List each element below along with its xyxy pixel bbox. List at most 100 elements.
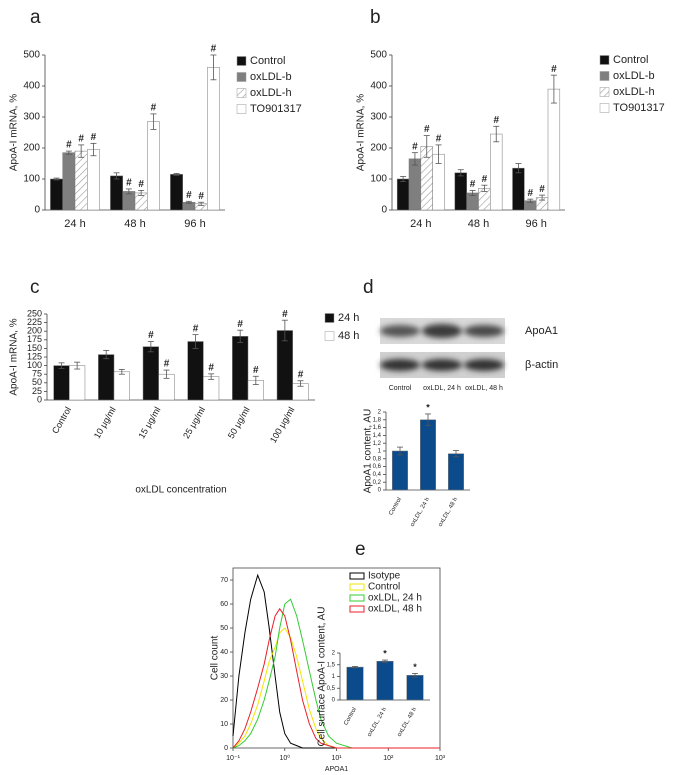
bar — [74, 150, 88, 211]
bar — [547, 88, 561, 211]
y-tick-label: 1 — [332, 674, 336, 680]
significance-mark: # — [138, 179, 144, 190]
x-tick-label: 96 h — [525, 218, 546, 230]
x-tick-label: 10² — [383, 755, 394, 762]
x-tick-label: oxLDL, 48 h — [397, 707, 418, 738]
significance-mark: # — [193, 323, 199, 334]
y-tick-label: 2 — [332, 651, 336, 657]
legend-swatch — [236, 72, 247, 82]
x-tick-label: Control — [343, 707, 358, 727]
bar — [490, 133, 503, 211]
bar — [454, 172, 467, 211]
blot-lane-label: Control — [389, 385, 412, 392]
legend-swatch — [236, 56, 247, 66]
y-tick-label: 1,6 — [373, 425, 382, 431]
x-tick-label: 24 h — [410, 218, 431, 230]
y-axis-title: Cell surface ApoA-I content, AU — [317, 606, 328, 746]
y-tick-label: 125 — [27, 351, 42, 361]
significance-mark: # — [298, 369, 304, 380]
legend-swatch — [324, 331, 335, 341]
x-tick-label: Control — [388, 497, 403, 517]
legend-label: Isotype — [368, 571, 401, 582]
x-axis-title: oxLDL concentration — [135, 485, 226, 496]
significance-mark: # — [482, 174, 488, 185]
y-tick-label: 200 — [27, 326, 42, 336]
legend-label: 24 h — [338, 312, 359, 324]
legend-swatch — [599, 55, 610, 65]
x-axis-title: APOA1 — [325, 766, 348, 773]
bar — [110, 175, 123, 211]
bar — [392, 450, 408, 491]
y-axis-title: ApoA-I mRNA, % — [9, 318, 20, 395]
legend-label: oxLDL-b — [250, 71, 292, 83]
legend-label: oxLDL-b — [613, 70, 655, 82]
bar — [396, 178, 410, 211]
blot-band-label: ApoA1 — [525, 325, 558, 337]
y-tick-label: 300 — [23, 112, 40, 123]
x-tick-label: oxLDL, 24 h — [367, 707, 388, 738]
x-tick-label: 10³ — [435, 755, 446, 762]
panel-letter: b — [370, 7, 381, 28]
bar — [512, 167, 525, 211]
legend-label: Control — [250, 55, 285, 67]
y-tick-label: 10 — [220, 721, 228, 728]
bar — [69, 365, 86, 401]
significance-mark: # — [539, 184, 545, 195]
significance-mark: # — [186, 190, 192, 201]
legend-label: TO901317 — [250, 103, 302, 115]
histogram-line — [232, 598, 440, 749]
blot-band — [380, 359, 420, 371]
histogram-line — [232, 607, 440, 749]
significance-mark: # — [436, 134, 442, 145]
x-tick-label: 15 μg/ml — [136, 405, 162, 440]
y-tick-label: 20 — [220, 697, 228, 704]
legend-label: 48 h — [338, 330, 359, 342]
significance-mark: * — [413, 662, 417, 672]
blot-lane-label: oxLDL, 24 h — [423, 385, 461, 392]
y-tick-label: 0,8 — [373, 456, 382, 462]
bar — [420, 419, 436, 491]
significance-mark: # — [527, 188, 533, 199]
significance-mark: # — [211, 44, 217, 55]
x-tick-label: 10⁰ — [279, 754, 290, 762]
blot-band-label: β-actin — [525, 359, 558, 371]
legend-label: oxLDL-h — [250, 87, 292, 99]
y-tick-label: 1 — [378, 449, 382, 455]
significance-mark: * — [383, 648, 387, 658]
legend-swatch — [349, 594, 365, 602]
bar — [62, 152, 76, 211]
legend-label: Control — [613, 54, 648, 66]
legend-label: oxLDL, 48 h — [368, 604, 422, 615]
x-tick-label: 48 h — [124, 218, 145, 230]
panel-letter: e — [355, 539, 366, 560]
x-tick-label: 25 μg/ml — [181, 405, 207, 440]
y-tick-label: 0,4 — [373, 472, 382, 478]
y-tick-label: 0 — [332, 698, 336, 704]
y-tick-label: 100 — [23, 174, 40, 185]
blot-band — [464, 325, 504, 337]
y-tick-label: 50 — [220, 625, 228, 632]
legend-swatch — [599, 103, 610, 113]
y-tick-label: 70 — [220, 577, 228, 584]
y-axis-title: ApoA1 content, AU — [363, 409, 374, 494]
panel-letter: a — [30, 7, 41, 28]
y-axis-title: ApoA-I mRNA, % — [9, 94, 20, 171]
x-tick-label: 24 h — [64, 218, 85, 230]
significance-mark: * — [426, 402, 430, 412]
y-tick-label: 40 — [220, 649, 228, 656]
y-tick-label: 0,2 — [373, 480, 382, 486]
blot-band — [422, 359, 462, 371]
legend-swatch — [236, 104, 247, 114]
x-tick-label: 10 μg/ml — [92, 405, 118, 440]
x-tick-label: 48 h — [468, 218, 489, 230]
y-tick-label: 1,2 — [373, 441, 382, 447]
bar — [87, 149, 100, 211]
bar — [346, 666, 364, 701]
legend-label: TO901317 — [613, 102, 665, 114]
significance-mark: # — [282, 309, 288, 320]
y-tick-label: 100 — [27, 360, 42, 370]
y-axis-title: ApoA-I mRNA, % — [356, 94, 367, 171]
y-tick-label: 2 — [378, 410, 382, 416]
x-tick-label: 10⁻¹ — [226, 755, 240, 762]
